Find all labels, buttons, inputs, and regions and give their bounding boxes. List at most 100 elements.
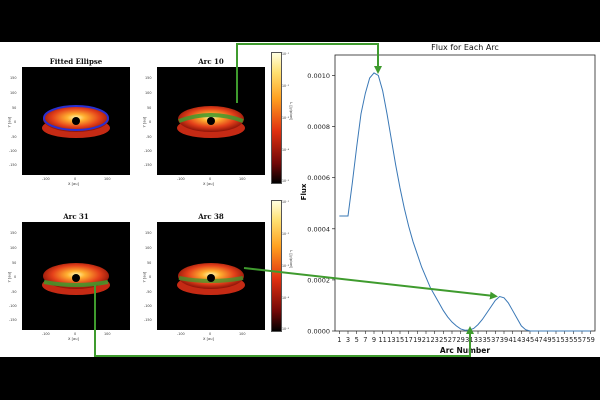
- panel-title: Arc 38: [198, 212, 224, 221]
- image-xtick: -100: [42, 332, 50, 336]
- x-tick-label: 51: [552, 336, 560, 344]
- image-xlabel: X [au]: [203, 182, 214, 186]
- image-ytick: 150: [10, 76, 17, 80]
- image-ytick: 50: [12, 261, 17, 265]
- image-ytick: 50: [12, 106, 17, 110]
- image-xlabel: X [au]: [68, 182, 79, 186]
- image-ytick: 150: [10, 231, 17, 235]
- image-ytick: 50: [147, 261, 152, 265]
- disk-image: [157, 222, 265, 330]
- colorbar-tick: 10⁻⁴: [282, 148, 290, 152]
- panel-title: Arc 10: [198, 57, 224, 66]
- colorbar-tick: 10⁻¹: [282, 52, 290, 56]
- x-tick-label: 37: [491, 336, 499, 344]
- colorbar-tick: 10⁻²: [282, 232, 290, 236]
- y-tick-label: 0.0008: [307, 123, 330, 131]
- x-tick-label: 53: [560, 336, 568, 344]
- x-tick-label: 3: [346, 336, 350, 344]
- arc-highlight: [43, 280, 109, 287]
- image-ytick: -50: [146, 290, 152, 294]
- panel-arc-10: Arc 10 10⁻¹ 10⁻² 10⁻³ 10⁻⁴ 10⁻⁵ Iᵥ [Jy/p…: [135, 42, 295, 192]
- image-ytick: -50: [11, 135, 17, 139]
- x-tick-label: 23: [430, 336, 438, 344]
- x-tick-label: 43: [517, 336, 525, 344]
- colorbar: [271, 52, 282, 184]
- image-ytick: -150: [144, 163, 152, 167]
- disk-image-svg: [42, 263, 110, 295]
- image-ytick: 100: [145, 91, 152, 95]
- colorbar-tick: 10⁻⁴: [282, 296, 290, 300]
- panel-title: Fitted Ellipse: [49, 57, 103, 66]
- x-tick-label: 1: [337, 336, 341, 344]
- chart-title: Flux for Each Arc: [431, 43, 499, 52]
- image-ytick: 100: [10, 246, 17, 250]
- x-tick-label: 55: [569, 336, 577, 344]
- x-tick-label: 33: [474, 336, 482, 344]
- image-ytick: 100: [145, 246, 152, 250]
- image-ytick: 0: [14, 275, 17, 279]
- disk-image: [22, 67, 130, 175]
- x-tick-label: 59: [586, 336, 594, 344]
- x-ticks: 1 3 5 7 9 11 13 15 17 19 21 23 25 27 29 31 33 35 37 39 41 43 4…: [337, 331, 595, 344]
- disk-center-mask: [72, 274, 80, 282]
- image-xtick: -100: [42, 177, 50, 181]
- disk-center-mask: [72, 117, 80, 125]
- colorbar-label: Iᵥ [Jy/pixel]: [289, 102, 293, 121]
- image-xtick: 100: [239, 332, 246, 336]
- disk-center-mask: [207, 117, 215, 125]
- colorbar-tick: 10⁻³: [282, 264, 290, 268]
- plot-frame: [334, 54, 596, 332]
- colorbar-tick: 10⁻⁵: [282, 179, 290, 183]
- x-tick-label: 47: [534, 336, 542, 344]
- image-ytick: -100: [9, 304, 17, 308]
- panel-fitted-ellipse: Fitted Ellipse: [0, 42, 135, 192]
- x-tick-label: 25: [439, 336, 447, 344]
- x-tick-label: 5: [355, 336, 359, 344]
- image-xtick: 100: [104, 177, 111, 181]
- x-tick-label: 31: [465, 336, 473, 344]
- x-tick-label: 57: [578, 336, 586, 344]
- image-xtick: 100: [104, 332, 111, 336]
- x-tick-label: 27: [448, 336, 456, 344]
- fitted-ellipse-outline: [43, 105, 109, 131]
- image-xtick: -100: [177, 177, 185, 181]
- image-xlabel: X [au]: [203, 337, 214, 341]
- x-tick-label: 9: [372, 336, 376, 344]
- image-ytick: -150: [9, 163, 17, 167]
- y-ticks: 0.0000 0.0002 0.0004 0.0006 0.0008 0.0010: [307, 72, 335, 336]
- image-ytick: 0: [149, 120, 152, 124]
- y-tick-label: 0.0002: [307, 276, 330, 284]
- image-xtick: 100: [239, 177, 246, 181]
- image-ytick: 0: [149, 275, 152, 279]
- flux-series-line: [339, 72, 591, 332]
- x-tick-label: 45: [526, 336, 534, 344]
- image-ytick: 100: [10, 91, 17, 95]
- panel-arc-38: Arc 38 10⁻¹ 10⁻² 10⁻³ 10⁻⁴ 10⁻⁵ Iᵥ [Jy/p…: [135, 200, 295, 352]
- image-ytick: 150: [145, 231, 152, 235]
- colorbar-tick: 10⁻⁵: [282, 327, 290, 331]
- x-tick-label: 35: [482, 336, 490, 344]
- chart-xlabel: Arc Number: [440, 346, 490, 355]
- y-tick-label: 0.0010: [307, 72, 330, 80]
- x-tick-label: 41: [508, 336, 516, 344]
- image-xlabel: X [au]: [68, 337, 79, 341]
- flux-chart: Flux for Each Arc Flux Arc Number 0.0000…: [300, 43, 596, 355]
- colorbar: [271, 200, 282, 332]
- colorbar-tick: 10⁻²: [282, 84, 290, 88]
- image-ylabel: Y [au]: [142, 271, 147, 283]
- image-ytick: -150: [9, 318, 17, 322]
- image-ytick: 0: [14, 120, 17, 124]
- image-ylabel: Y [au]: [142, 116, 147, 128]
- x-tick-label: 19: [413, 336, 421, 344]
- y-tick-label: 0.0000: [307, 328, 330, 336]
- panel-arc-31: Arc 31: [0, 202, 135, 352]
- disk-center-mask: [207, 274, 215, 282]
- image-ylabel: Y [au]: [7, 116, 12, 128]
- disk-image: [22, 222, 130, 330]
- x-tick-label: 29: [456, 336, 464, 344]
- image-xtick: 0: [74, 177, 77, 181]
- y-tick-label: 0.0006: [307, 174, 330, 182]
- image-xtick: 0: [209, 177, 212, 181]
- disk-image: [157, 67, 265, 175]
- y-tick-label: 0.0004: [307, 225, 330, 233]
